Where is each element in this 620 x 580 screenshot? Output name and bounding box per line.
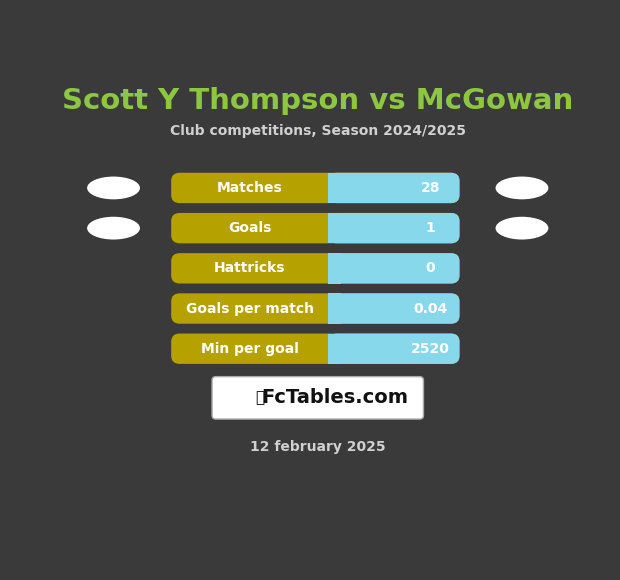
Text: 2520: 2520 — [411, 342, 450, 356]
Text: 📊: 📊 — [255, 390, 265, 405]
FancyBboxPatch shape — [329, 334, 459, 364]
FancyBboxPatch shape — [329, 253, 459, 284]
Text: 28: 28 — [421, 181, 440, 195]
FancyBboxPatch shape — [171, 213, 459, 244]
Text: Goals: Goals — [228, 221, 272, 235]
FancyBboxPatch shape — [171, 293, 459, 324]
FancyBboxPatch shape — [212, 376, 423, 419]
FancyBboxPatch shape — [329, 173, 459, 203]
Ellipse shape — [495, 217, 549, 240]
Ellipse shape — [495, 176, 549, 200]
FancyBboxPatch shape — [329, 213, 341, 244]
FancyBboxPatch shape — [329, 293, 341, 324]
Text: 0.04: 0.04 — [414, 302, 448, 316]
Text: Goals per match: Goals per match — [186, 302, 314, 316]
FancyBboxPatch shape — [329, 253, 341, 284]
Text: 12 february 2025: 12 february 2025 — [250, 440, 386, 454]
Ellipse shape — [87, 176, 140, 200]
FancyBboxPatch shape — [171, 334, 459, 364]
Text: 0: 0 — [426, 262, 435, 275]
FancyBboxPatch shape — [171, 173, 459, 203]
Text: Hattricks: Hattricks — [214, 262, 285, 275]
FancyBboxPatch shape — [171, 253, 459, 284]
Text: Matches: Matches — [217, 181, 283, 195]
FancyBboxPatch shape — [329, 213, 459, 244]
Ellipse shape — [87, 217, 140, 240]
Text: 1: 1 — [426, 221, 435, 235]
FancyBboxPatch shape — [329, 334, 341, 364]
FancyBboxPatch shape — [329, 173, 341, 203]
Text: Min per goal: Min per goal — [201, 342, 299, 356]
Text: Scott Y Thompson vs McGowan: Scott Y Thompson vs McGowan — [62, 87, 574, 115]
FancyBboxPatch shape — [329, 293, 459, 324]
Text: Club competitions, Season 2024/2025: Club competitions, Season 2024/2025 — [170, 124, 466, 138]
Text: FcTables.com: FcTables.com — [261, 389, 408, 407]
